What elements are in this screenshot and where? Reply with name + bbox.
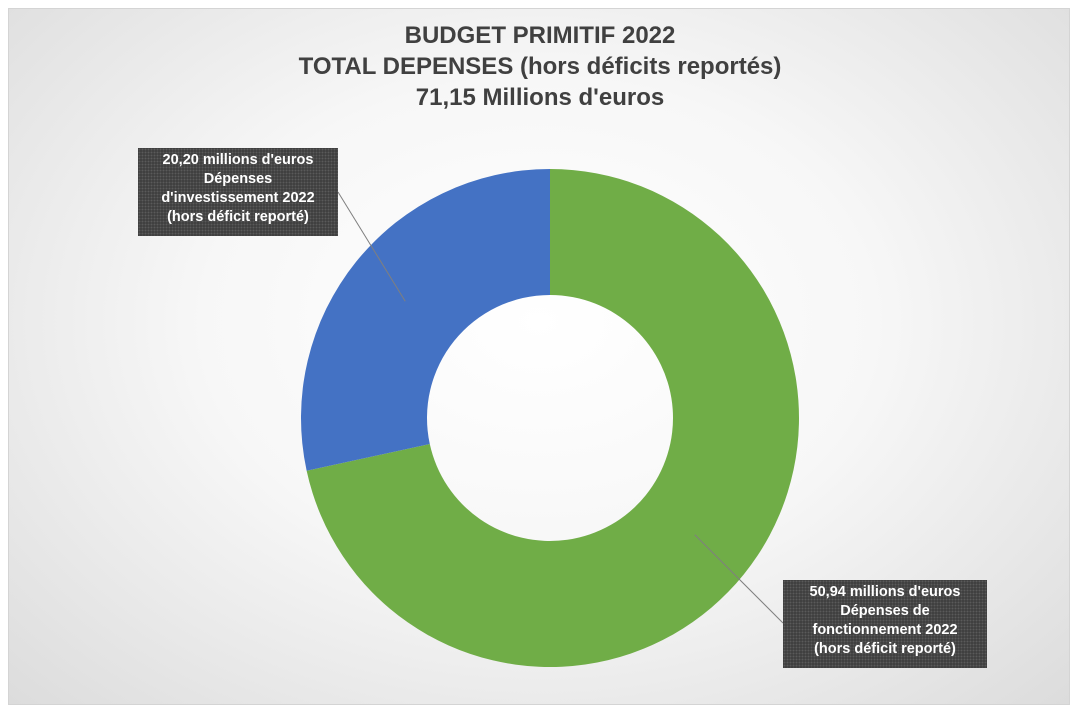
data-label-investissement-line-4: (hors déficit reporté) — [167, 209, 309, 225]
chart-title-line-2: TOTAL DEPENSES (hors déficits reportés) — [298, 53, 782, 80]
leader-line-investissement — [337, 191, 406, 302]
chart-title-line-1: BUDGET PRIMITIF 2022 — [404, 22, 676, 49]
leader-line-fonctionnement — [694, 534, 784, 624]
data-label-investissement-line-2: Dépenses — [203, 171, 273, 187]
data-label-fonctionnement: 50,94 millions d'euros Dépenses de fonct… — [783, 580, 987, 668]
data-label-fonctionnement-line-4: (hors déficit reporté) — [814, 641, 956, 657]
slice-fonctionnement — [306, 169, 799, 667]
data-label-fonctionnement-line-2: Dépenses de — [840, 603, 930, 619]
slice-investissement — [301, 169, 550, 471]
data-label-investissement-line-1: 20,20 millions d'euros — [162, 152, 314, 168]
chart-title-line-3: 71,15 Millions d'euros — [415, 84, 665, 111]
data-label-fonctionnement-line-3: fonctionnement 2022 — [812, 622, 958, 638]
chart-title: BUDGET PRIMITIF 2022 TOTAL DEPENSES (hor… — [0, 20, 1080, 113]
data-label-fonctionnement-line-1: 50,94 millions d'euros — [809, 584, 961, 600]
data-label-investissement-line-3: d'investissement 2022 — [161, 190, 315, 206]
data-label-investissement: 20,20 millions d'euros Dépenses d'invest… — [138, 148, 338, 236]
